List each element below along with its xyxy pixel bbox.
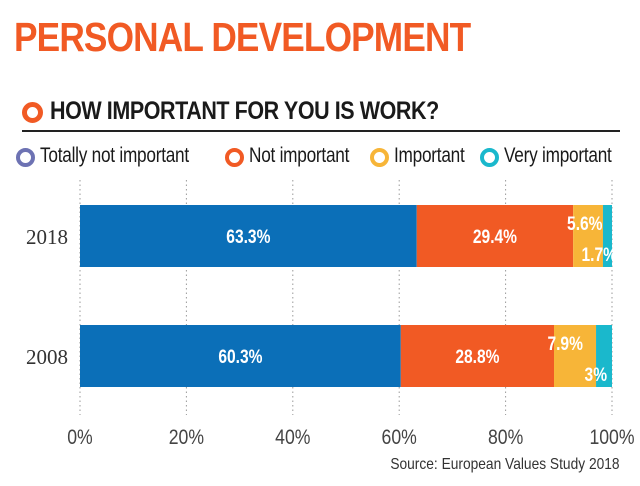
data-label: 5.6% [567,213,602,235]
data-label: 60.3% [218,346,262,368]
chart-subtitle-row: HOW IMPORTANT FOR YOU IS WORK? [22,97,622,129]
legend-label: Not important [249,144,350,167]
legend: Totally not important Not important Impo… [16,144,636,170]
headline: PERSONAL DEVELOPMENT [14,14,471,60]
legend-label: Totally not important [40,144,189,167]
bar-segment [416,205,574,267]
divider-rule [22,130,620,132]
legend-label: Important [394,144,465,167]
y-category-label: 2008 [26,345,68,369]
data-label: 63.3% [226,226,270,248]
data-label: 28.8% [455,346,499,368]
legend-dot-icon [370,148,389,167]
x-tick-label: 40% [275,426,310,450]
legend-dot-icon [480,148,499,167]
x-tick-label: 0% [67,426,92,450]
bar-segment [400,325,555,387]
x-tick-label: 20% [169,426,204,450]
bar-segment [573,205,603,267]
bar-segment [80,205,417,267]
legend-dot-icon [225,148,244,167]
legend-label: Very important [504,144,612,167]
x-tick-label: 100% [589,426,634,450]
bar-segment [80,325,401,387]
bar-segment [596,325,612,387]
data-label: 3% [585,364,608,386]
bar-segment [602,205,612,267]
x-tick-label: 60% [382,426,417,450]
y-category-label: 2018 [26,225,68,249]
chart-subtitle: HOW IMPORTANT FOR YOU IS WORK? [50,97,439,125]
source-note: Source: European Values Study 2018 [390,456,620,473]
legend-dot-icon [16,148,35,167]
bar-segment [554,325,597,387]
data-label: 1.7% [582,244,617,266]
data-label: 7.9% [547,333,582,355]
data-label: 29.4% [473,226,517,248]
circle-bullet-icon [22,102,43,123]
x-tick-label: 80% [488,426,523,450]
stacked-bar-chart: 0% 20% 40% 60% 80% 100% 2018 63.3% 29.4% 5.6% 1.7%… [26,180,635,450]
